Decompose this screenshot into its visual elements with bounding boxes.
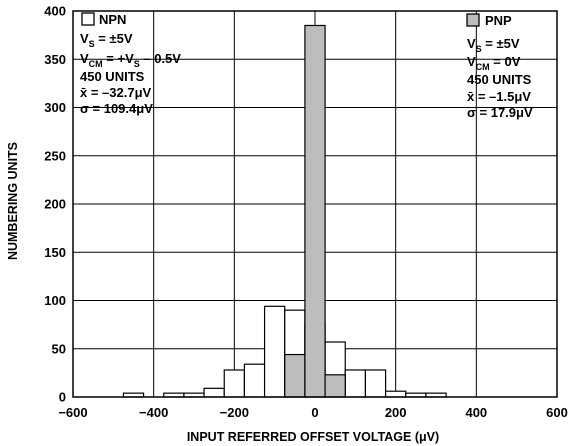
bar-npn xyxy=(243,363,266,398)
bar-pnp xyxy=(304,24,326,398)
legend-npn-sigma: σ = 109.4μV xyxy=(80,101,153,116)
x-tick-label: 200 xyxy=(385,405,407,420)
y-tick-label: 350 xyxy=(44,52,66,67)
y-tick-label: 100 xyxy=(44,293,66,308)
legend-npn-vs: VS = ±5V xyxy=(80,31,133,49)
bar-npn xyxy=(263,305,286,398)
y-tick-label: 0 xyxy=(59,390,66,405)
legend-pnp-sigma: σ = 17.9μV xyxy=(467,105,533,120)
bar-npn xyxy=(384,390,407,398)
bar-npn xyxy=(223,369,246,398)
x-tick-label: −400 xyxy=(139,405,168,420)
x-tick-labels: −600 −400 −200 0 200 400 600 xyxy=(58,405,568,420)
x-tick-label: −600 xyxy=(58,405,87,420)
legend-pnp: PNP VS = ±5V VCM = 0V 450 UNITS x̄ = –1.… xyxy=(466,13,533,120)
bars xyxy=(122,24,447,398)
y-axis-label: NUMBERING UNITS xyxy=(6,142,20,260)
bar-npn xyxy=(344,369,367,398)
y-tick-label: 300 xyxy=(44,100,66,115)
legend-pnp-name: PNP xyxy=(485,13,512,28)
x-tick-label: 0 xyxy=(311,405,318,420)
bar-pnp xyxy=(324,374,346,398)
x-axis-label: INPUT REFERRED OFFSET VOLTAGE (μV) xyxy=(187,430,439,444)
legend-npn-units: 450 UNITS xyxy=(80,69,145,84)
x-tick-label: 600 xyxy=(546,405,568,420)
y-tick-label: 200 xyxy=(44,197,66,212)
x-tick-label: 400 xyxy=(465,405,487,420)
legend-npn-mean: x̄ = –32.7μV xyxy=(80,85,152,100)
y-tick-label: 150 xyxy=(44,245,66,260)
legend-pnp-units: 450 UNITS xyxy=(467,72,532,87)
legend-pnp-swatch xyxy=(466,13,480,27)
legend-pnp-vs: VS = ±5V xyxy=(467,36,520,54)
legend-npn: NPN VS = ±5V VCM = +VS – 0.5V 450 UNITS … xyxy=(80,12,181,116)
y-tick-label: 250 xyxy=(44,148,66,163)
plot-frame xyxy=(72,10,558,398)
bar-npn xyxy=(364,369,387,398)
legend-npn-name: NPN xyxy=(99,12,126,27)
y-tick-label: 400 xyxy=(44,4,66,19)
bar-npn xyxy=(203,387,225,398)
legend-npn-vcm: VCM = +VS – 0.5V xyxy=(80,51,181,69)
legend-npn-swatch xyxy=(81,12,95,26)
y-tick-labels: 0 50 100 150 200 250 300 350 400 xyxy=(44,4,66,405)
legend-pnp-vcm: VCM = 0V xyxy=(467,54,521,72)
legend-pnp-mean: x̄ = –1.5μV xyxy=(467,89,531,104)
bar-pnp xyxy=(284,353,306,398)
y-tick-label: 50 xyxy=(52,341,66,356)
x-tick-label: −200 xyxy=(220,405,249,420)
